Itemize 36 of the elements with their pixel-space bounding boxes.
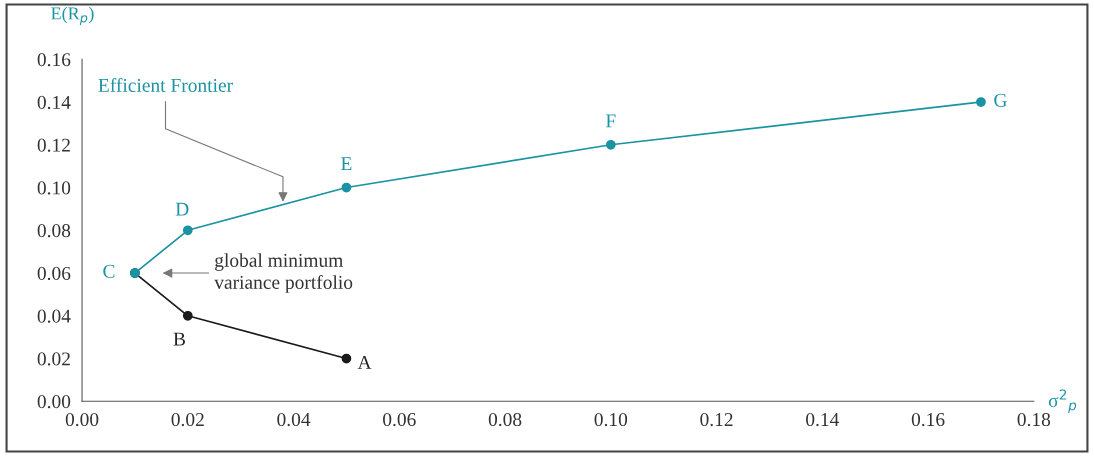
- y-axis-title: E(R$_{p}$): [51, 6, 94, 25]
- x-tick-label: 0.18: [1017, 412, 1051, 427]
- y-tick-label: 0.10: [37, 181, 71, 195]
- annotation: D: [175, 202, 189, 216]
- x-tick-label: 0.16: [911, 412, 945, 427]
- point: [341, 353, 352, 364]
- y-tick-label: 0.00: [37, 395, 71, 409]
- annotation: global minimum variance portfolio: [214, 253, 353, 293]
- annotation: F: [605, 114, 616, 128]
- y-tick-label: 0.12: [37, 138, 70, 152]
- y-tick-label: 0.14: [37, 95, 71, 110]
- point: [605, 139, 616, 150]
- annotation: A: [357, 355, 372, 369]
- annotation: B: [173, 332, 185, 346]
- x-tick-label: 0.08: [488, 412, 522, 427]
- x-tick-label: 0.04: [277, 412, 311, 427]
- x-tick-label: 0.14: [806, 412, 840, 427]
- x-tick-label: 0.06: [383, 412, 416, 427]
- y-tick-label: 0.08: [37, 224, 71, 238]
- x-tick-label: 0.02: [171, 412, 204, 427]
- y-tick-label: 0.16: [37, 53, 71, 67]
- point: [182, 310, 193, 321]
- y-tick-label: 0.06: [37, 266, 71, 281]
- annotation: C: [103, 264, 115, 278]
- point: [976, 97, 986, 107]
- y-tick-label: 0.04: [37, 309, 71, 323]
- annotation: E: [341, 157, 352, 170]
- x-tick-label: 0.00: [65, 412, 99, 427]
- point: [182, 225, 193, 236]
- annotation: Efficient Frontier: [98, 78, 233, 92]
- x-axis-title: σ$^{2}$$_{p}$: [1048, 389, 1077, 413]
- x-tick-label: 0.10: [594, 412, 628, 427]
- y-tick-label: 0.02: [37, 352, 70, 366]
- annotation: G: [994, 93, 1007, 107]
- point: [341, 182, 352, 193]
- x-tick-label: 0.12: [700, 412, 733, 427]
